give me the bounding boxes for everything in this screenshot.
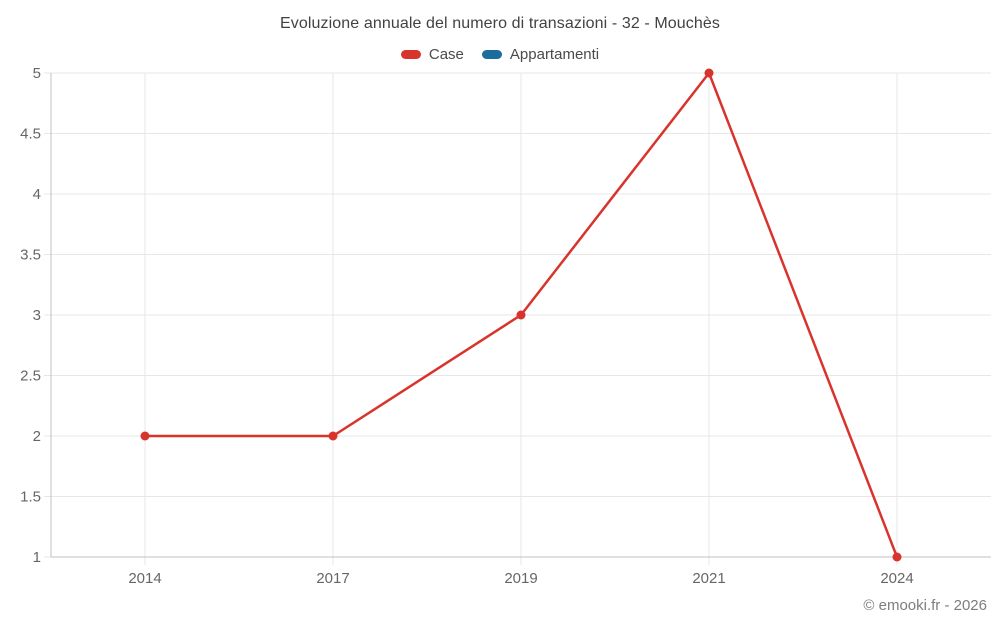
y-axis-tick-label: 2.5 bbox=[20, 368, 41, 385]
y-axis-tick-label: 3.5 bbox=[20, 247, 41, 264]
data-point-case-2014[interactable] bbox=[140, 431, 150, 441]
legend-swatch-case bbox=[400, 50, 421, 59]
chart-title: Evoluzione annuale del numero di transaz… bbox=[280, 15, 720, 32]
legend-item-case[interactable]: Case bbox=[400, 46, 464, 63]
chart-legend: Case Appartamenti bbox=[0, 46, 1000, 63]
y-axis-tick-label: 3 bbox=[33, 307, 41, 324]
y-axis-tick-label: 5 bbox=[33, 65, 41, 82]
y-axis-tick-label: 4 bbox=[33, 186, 41, 203]
legend-item-appartamenti[interactable]: Appartamenti bbox=[481, 46, 600, 63]
legend-swatch-appartamenti bbox=[481, 50, 502, 59]
y-axis-tick-label: 1.5 bbox=[20, 489, 41, 506]
x-axis-tick-label: 2021 bbox=[692, 570, 725, 587]
y-axis-tick-label: 2 bbox=[33, 428, 41, 445]
legend-label-case: Case bbox=[428, 46, 464, 63]
y-axis-tick-label: 4.5 bbox=[20, 126, 41, 143]
x-axis-tick-label: 2024 bbox=[880, 570, 913, 587]
x-axis-tick-label: 2017 bbox=[316, 570, 349, 587]
legend-label-appartamenti: Appartamenti bbox=[509, 46, 600, 63]
credit-text: © emooki.fr - 2026 bbox=[863, 597, 987, 614]
x-axis-tick-label: 2019 bbox=[504, 570, 537, 587]
data-point-case-2017[interactable] bbox=[328, 431, 338, 441]
data-point-case-2021[interactable] bbox=[704, 68, 714, 78]
x-axis-tick-label: 2014 bbox=[128, 570, 161, 587]
data-point-case-2019[interactable] bbox=[516, 310, 526, 320]
y-axis-tick-label: 1 bbox=[33, 549, 41, 566]
data-point-case-2024[interactable] bbox=[892, 552, 902, 562]
